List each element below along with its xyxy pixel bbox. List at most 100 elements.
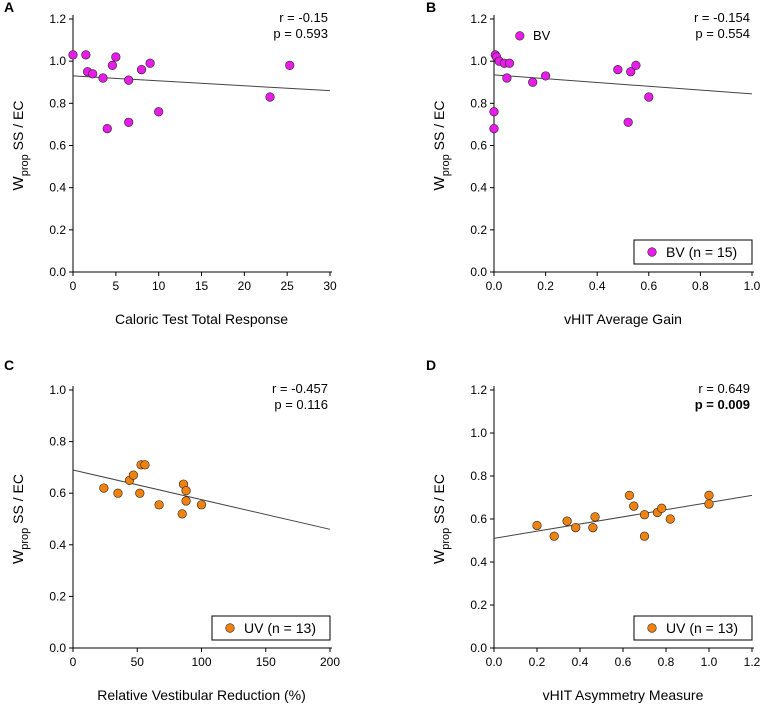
panel-b-y-tick-label: 0.8 (470, 96, 487, 110)
panel-d-x-tick-label: 0.4 (572, 655, 589, 669)
panel-c-x-tick-label: 100 (191, 655, 211, 669)
panel-c-stat-r: r = -0.457 (272, 381, 328, 396)
panel-a-regression-line (72, 75, 331, 92)
panel-b-legend-marker (647, 247, 657, 257)
panel-d-y-title-sub: prop (440, 528, 452, 550)
panel-b-y-title-rest: SS / EC (431, 101, 447, 155)
panel-d-x-tick-label: 0.2 (529, 655, 546, 669)
panel-d-y-tick-label: 1.2 (470, 383, 487, 397)
panel-b-y-title-main: W (431, 175, 448, 190)
panel-d-y-tick-label: 0.8 (470, 469, 487, 483)
panel-c-y-tick-label: 1.0 (49, 383, 66, 397)
panel-b-legend: BV (n = 15) (633, 239, 753, 265)
panel-b-data-point (644, 92, 654, 102)
panel-a-stat-p: p = 0.593 (273, 26, 328, 41)
panel-c-x-tick-label: 0 (70, 655, 77, 669)
panel-c-y-tick-label: 0.2 (49, 589, 66, 603)
panel-a-data-point (136, 64, 147, 75)
panel-b-stat-p: p = 0.554 (695, 26, 750, 41)
panel-d-data-point (624, 490, 635, 500)
panel-b-data-point (631, 60, 641, 70)
panel-c-data-point (181, 486, 191, 496)
panel-c: C 0.0 0.2 0.4 0.6 0.8 1.0 0 50 100 150 200 Relative … (4, 357, 340, 703)
panel-c-data-point (154, 500, 164, 510)
panel-d-y-tick-label: 0.0 (470, 641, 487, 655)
panel-d: D 0.0 0.2 0.4 0.6 0.8 1.0 1.2 0.0 0.2 0.4 0.6 0.8 1.0… (426, 357, 761, 703)
panel-a-x-tick-label: 10 (152, 279, 166, 293)
panel-b-data-point (489, 124, 499, 134)
panel-c-regression-line (72, 469, 331, 530)
panel-c-y-axis-title: Wprop SS / EC (10, 474, 31, 564)
panel-b-x-tick-label: 0.2 (537, 279, 554, 293)
panel-b-y-title-sub: prop (440, 154, 452, 176)
panel-b-x-tick-label: 0.6 (640, 279, 657, 293)
panel-c-y-tick-label: 0.0 (49, 641, 66, 655)
panel-b-data-point (623, 117, 633, 127)
panel-d-data-point (657, 503, 667, 513)
panel-d-data-point (704, 499, 714, 509)
panel-a-y-title-rest: SS / EC (10, 101, 26, 155)
panel-d-x-tick-label: 0.6 (615, 655, 632, 669)
panel-d-x-axis-title: vHIT Asymmetry Measure (543, 687, 704, 703)
panel-a-x-axis-title: Caloric Test Total Response (115, 311, 288, 327)
panel-c-y-tick-label: 0.6 (49, 486, 66, 500)
panel-a-x-tick-label: 5 (112, 279, 119, 293)
panel-d-data-point (562, 516, 572, 526)
panel-c-y-tick-label: 0.4 (49, 538, 66, 552)
panel-d-y-title-main: W (431, 549, 448, 564)
panel-d-x-tick-label: 1.0 (701, 655, 718, 669)
panel-a-stat-r: r = -0.15 (279, 10, 328, 25)
panel-b-data-point (540, 71, 551, 81)
panel-c-legend-label: UV (n = 13) (244, 620, 316, 636)
panel-d-data-point (665, 514, 675, 524)
panel-a-data-point (145, 58, 155, 68)
panel-c-x-tick-label: 200 (320, 655, 340, 669)
panel-b-data-point (613, 64, 623, 75)
panel-d-legend: UV (n = 13) (633, 615, 753, 641)
panel-d-legend-marker (647, 623, 657, 633)
panel-d-data-point (549, 531, 559, 541)
panel-d-data-point (639, 510, 650, 520)
panel-b-data-point (502, 73, 512, 83)
panel-b-x-tick-label: 0.8 (692, 279, 709, 293)
panel-b-y-tick-label: 0.6 (470, 139, 487, 153)
panel-c-data-point (177, 509, 187, 519)
panel-b-x-tick-label: 0.0 (486, 279, 503, 293)
panel-c-legend-box (211, 615, 331, 641)
panel-a-data-point (124, 75, 134, 85)
panel-a-y-tick-label: 0.0 (49, 265, 66, 279)
panel-d-data-point (571, 522, 581, 533)
panel-c-data-point (181, 496, 191, 506)
panel-a: A 0.0 0.2 0.4 0.6 0.8 1.0 1.2 0 5 10 15 20 25 30 Calori… (4, 0, 337, 327)
panel-d-y-tick-label: 0.2 (470, 598, 487, 612)
panel-b-data-point (489, 107, 499, 117)
panel-c-y-title-rest: SS / EC (10, 474, 26, 528)
panel-c-data-point (196, 500, 207, 510)
panel-b-data-point (515, 31, 525, 41)
panel-b-legend-box (633, 239, 753, 265)
panel-d-letter: D (426, 357, 436, 373)
panel-d-data-point (588, 522, 598, 533)
panel-b-letter: B (426, 0, 436, 15)
panel-c-legend: UV (n = 13) (211, 615, 331, 641)
panel-c-x-axis-title: Relative Vestibular Reduction (%) (97, 687, 306, 703)
panel-b-data-point (626, 67, 636, 77)
panel-b-legend-label: BV (n = 15) (666, 244, 737, 260)
panel-a-y-tick-label: 1.0 (49, 54, 66, 68)
panel-a-data-point (124, 117, 134, 127)
panel-d-y-tick-label: 1.0 (470, 426, 487, 440)
panel-b: B 0.0 0.2 0.4 0.6 0.8 1.0 1.2 0.0 0.2 0.4 0.6 0.8 1.0… (426, 0, 761, 327)
panel-d-data-point (704, 490, 714, 500)
panel-b-annotation: BV (533, 28, 551, 43)
panel-b-x-tick-label: 1.0 (744, 279, 761, 293)
panel-c-legend-marker (225, 623, 235, 633)
panel-a-data-point (98, 73, 108, 83)
panel-d-data-point (639, 531, 650, 541)
panel-a-y-axis-title: Wprop SS / EC (10, 101, 31, 191)
panel-d-y-axis-title: Wprop SS / EC (431, 474, 452, 564)
panel-d-data-point (532, 520, 542, 531)
panel-c-letter: C (4, 357, 14, 373)
panel-d-y-tick-label: 0.4 (470, 555, 487, 569)
panel-a-x-tick-label: 0 (70, 279, 77, 293)
